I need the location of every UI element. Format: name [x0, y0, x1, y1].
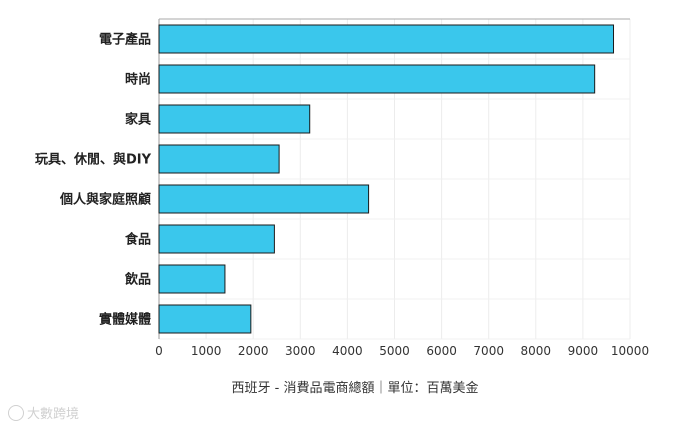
x-tick-label: 1000	[191, 344, 222, 358]
tick-labels: 0 1000 2000 3000 4000 5000 6000 7000 8000 9000 100…	[155, 344, 649, 358]
x-tick-label: 8000	[521, 344, 552, 358]
watermark-text: 大數跨境	[27, 407, 80, 422]
x-tick-label: 2000	[238, 344, 269, 358]
watermark: 大數跨境	[8, 403, 79, 422]
category-label: 玩具、休閒、與DIY	[35, 152, 152, 168]
category-label: 食品	[125, 232, 151, 248]
x-tick-label: 3000	[285, 344, 316, 358]
bar	[158, 64, 596, 94]
watermark-logo-icon	[8, 405, 24, 421]
bar	[158, 264, 226, 294]
bar	[158, 24, 615, 54]
bar	[158, 224, 275, 254]
x-tick-label: 0	[155, 344, 163, 358]
bar	[158, 144, 280, 174]
category-label: 家具	[125, 112, 151, 128]
x-tick-label: 6000	[426, 344, 457, 358]
x-tick-label: 9000	[568, 344, 599, 358]
category-label: 電子產品	[99, 32, 151, 48]
category-label: 個人與家庭照顧	[59, 192, 151, 208]
x-tick-label: 5000	[379, 344, 410, 358]
x-tick-label: 7000	[473, 344, 504, 358]
x-tick-label: 4000	[332, 344, 363, 358]
x-tick-label: 10000	[611, 344, 649, 358]
category-label: 飲品	[124, 272, 151, 288]
bar	[158, 304, 252, 334]
bar	[158, 104, 311, 134]
chart-caption: 西班牙 - 消費品電商總額｜單位：百萬美金	[232, 380, 479, 396]
bars	[158, 24, 615, 334]
bar	[158, 184, 370, 214]
category-label: 實體媒體	[99, 312, 151, 328]
category-label: 時尚	[125, 72, 151, 88]
